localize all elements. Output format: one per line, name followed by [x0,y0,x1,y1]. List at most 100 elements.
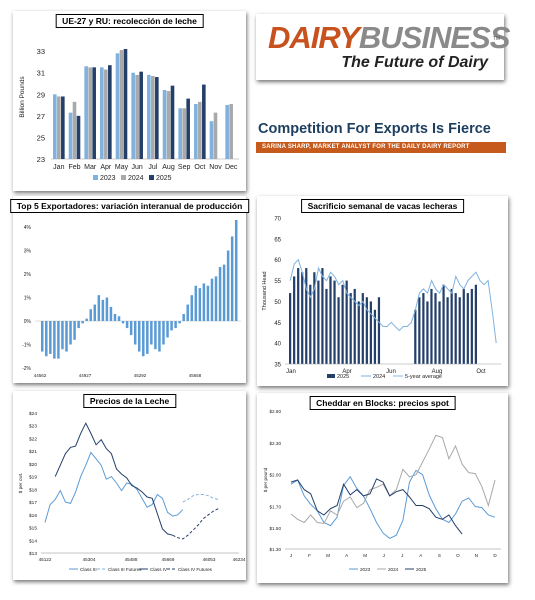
bar [89,309,92,322]
bar-2024 [213,112,218,159]
bar-2025 [92,67,96,159]
line-class-iii-futures [182,494,219,503]
y-tick-label: 45 [274,321,281,327]
y-tick-label: $19 [29,475,37,481]
bar-2025 [108,65,112,159]
y-tick-label: $20 [29,462,37,468]
bar-2024 [88,67,92,159]
bar [222,264,226,322]
x-tick-label: Dec [225,164,238,171]
top5-exporters-svg: 4% 3% 2% 1% 0% -1% -2%44562 44927 45292 45658 [22,220,241,378]
bar [45,321,48,357]
bar-2025 [434,293,437,364]
bar [113,313,117,322]
legend-swatch [93,175,98,180]
chart-title: Top 5 Exportadores: variación interanual… [9,199,250,213]
milk-prices-svg: $24 $23 $22 $21 $20 $19 $18 $17 $16 $15 $14 $13 $ pe… [18,411,246,572]
chart-title: Sacrificio semanal de vacas lecheras [300,199,465,213]
bar-2025 [313,272,316,364]
y-tick-label: 2% [24,272,32,278]
y-tick-label: $21 [29,449,37,455]
legend-label: 5-year average [405,374,442,380]
bar [198,288,202,322]
bar-2024 [104,69,108,159]
y-tick-label: $24 [29,411,37,417]
y-tick-label: $1.70 [270,505,282,510]
eu-uk-milk-svg: 23 25 27 29 31 33 Billion Pounds Jan Feb Mar Apr Ma… [19,47,239,182]
x-tick-label: 45488 [125,557,138,562]
cow-slaughter-svg: 70 65 60 55 50 45 40 35 Thousand Head Jan Apr Jun Au… [262,217,501,380]
bar-2023 [178,108,182,159]
bar-2024 [151,75,155,159]
x-tick-label: Aug [432,369,443,375]
bar-2025 [462,288,465,364]
bar-2025 [333,280,336,364]
y-tick-label: $17 [29,500,37,506]
x-tick-label: 45669 [162,557,175,562]
x-tick-label: Aug [162,164,175,171]
bar [202,283,206,322]
bar-2025 [321,268,324,364]
x-tick-label: Feb [68,164,80,171]
y-tick-label: -1% [22,343,31,349]
y-axis-label: $ per cwt. [18,473,24,494]
bar [133,321,137,345]
bar [214,276,218,322]
logo-trademark: TM [492,36,500,42]
x-tick-label: M [363,553,367,558]
x-tick-label: D [493,553,497,558]
legend-label: Class IV [150,567,168,572]
x-tick-label: 45292 [134,373,147,378]
bar [162,321,165,345]
x-tick-label: J [290,553,292,558]
bar [129,321,133,336]
bar-2025 [76,115,81,159]
headline-block: Competition For Exports Is Fierce SARINA… [254,118,506,156]
bar-2025 [446,297,449,364]
cheddar-blocks-chart: Cheddar en Blocks: precios spot $2.60 $2.… [257,393,508,583]
bar-2023 [209,121,214,159]
headline-byline: SARINA SHARP, MARKET ANALYST FOR THE DAI… [262,143,470,150]
y-axis-label: Billion Pounds [19,76,26,118]
headline-title: Competition For Exports Is Fierce [258,121,491,137]
y-tick-label: $2.30 [270,441,282,446]
bar [69,321,72,345]
x-tick-label: Apr [342,369,351,375]
bar-2025 [430,288,433,364]
dairy-business-logo: DAIRYBUSINESS TM The Future of Dairy [256,14,510,80]
bar [85,318,88,322]
bar-2025 [369,301,372,364]
bar-2023 [225,105,229,159]
legend-label: Class III [80,567,97,572]
x-tick-label: J [401,553,403,558]
bar [146,321,149,354]
y-tick-label: 31 [37,69,45,78]
x-tick-label: F [308,553,311,558]
chart-title: UE-27 y RU: recolección de leche [55,14,204,28]
bar [73,321,76,340]
y-tick-label: 40 [274,342,281,348]
bar-2025 [470,288,473,364]
y-tick-label: 35 [274,363,281,369]
legend-label: 2024 [128,175,144,182]
bar-2024 [229,104,233,159]
bar [174,321,177,329]
bar-2025 [418,297,421,364]
bar [137,321,141,352]
x-tick-label: 45658 [189,373,202,378]
bar-2025 [202,84,206,159]
bar-2024 [135,74,139,159]
legend-swatch [327,374,335,378]
x-tick-label: S [438,553,441,558]
bar-2025 [373,309,377,364]
bar [158,321,161,352]
bar-2024 [57,96,61,159]
bar-2025 [361,293,364,364]
y-tick-label: $18 [29,487,37,493]
chart-title: Precios de la Leche [82,394,177,408]
line-2025 [290,478,463,535]
x-tick-label: Sep [178,164,191,171]
y-tick-label: $1.30 [270,547,282,552]
bar-2023 [84,66,88,159]
bar [61,321,64,350]
